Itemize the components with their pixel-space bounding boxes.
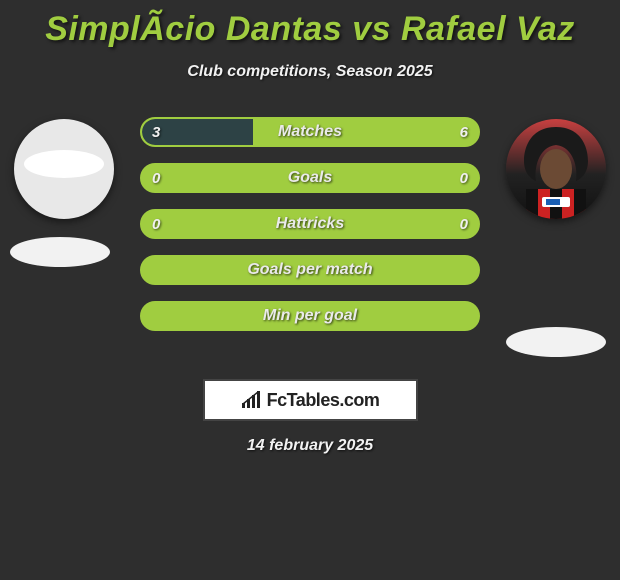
- bar-value-right: 0: [460, 170, 468, 187]
- right-placeholder-ellipse: [506, 327, 606, 357]
- subtitle: Club competitions, Season 2025: [0, 63, 620, 81]
- right-player-column: [496, 117, 616, 357]
- placeholder-avatar-icon: [14, 119, 114, 219]
- stat-bar: Min per goal: [140, 301, 480, 331]
- chart-icon: [241, 391, 263, 409]
- bar-label: Min per goal: [142, 307, 478, 325]
- bar-value-left: 3: [152, 124, 160, 141]
- bar-label: Matches: [142, 123, 478, 141]
- stat-bars: Matches36Goals00Hattricks00Goals per mat…: [140, 117, 480, 357]
- stat-bar: Goals per match: [140, 255, 480, 285]
- stat-bar: Hattricks0 0: [140, 209, 480, 239]
- left-player-avatar: [14, 119, 114, 219]
- brand-text: FcTables.com: [267, 390, 380, 411]
- player-photo-icon: [506, 119, 606, 219]
- bar-value-left: 0: [152, 216, 160, 233]
- left-player-column: [4, 117, 124, 357]
- bar-label: Goals: [142, 169, 478, 187]
- bar-value-right: 6: [460, 124, 468, 141]
- bar-value-right: 0: [460, 216, 468, 233]
- bar-label: Goals per match: [142, 261, 478, 279]
- left-placeholder-ellipse: [10, 237, 110, 267]
- right-player-avatar: [506, 119, 606, 219]
- page-title: SimplÃ­cio Dantas vs Rafael Vaz: [0, 0, 620, 49]
- bar-label: Hattricks: [142, 215, 478, 233]
- date-label: 14 february 2025: [0, 437, 620, 455]
- bar-value-left: 0: [152, 170, 160, 187]
- brand-badge: FcTables.com: [203, 379, 418, 421]
- stat-bar: Matches3 6: [140, 117, 480, 147]
- stat-bar: Goals0 0: [140, 163, 480, 193]
- comparison-content: Matches36Goals00Hattricks00Goals per mat…: [0, 117, 620, 357]
